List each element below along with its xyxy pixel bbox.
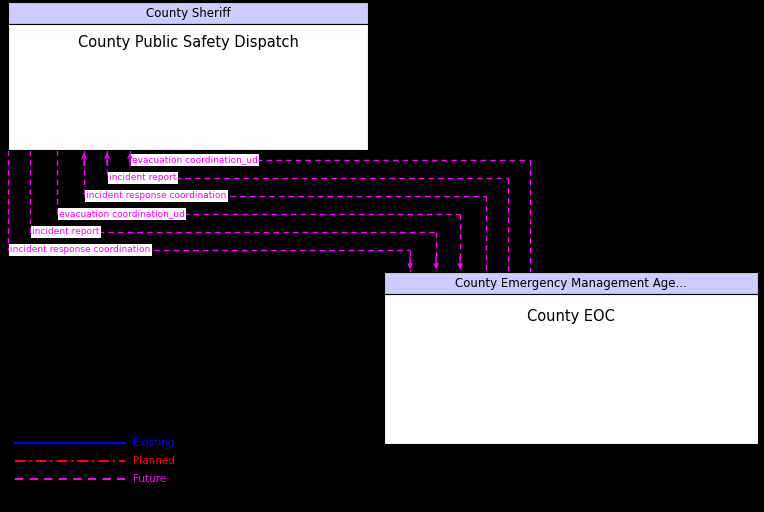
- Bar: [8, 2, 368, 24]
- Text: evacuation coordination_ud: evacuation coordination_ud: [132, 156, 258, 164]
- Text: Planned: Planned: [133, 456, 175, 466]
- Text: Existing: Existing: [133, 438, 174, 448]
- Text: County Sheriff: County Sheriff: [146, 7, 230, 19]
- Text: incident response coordination: incident response coordination: [10, 245, 151, 254]
- Text: incident report: incident report: [32, 227, 99, 237]
- Text: County Emergency Management Age...: County Emergency Management Age...: [455, 276, 687, 289]
- Text: County EOC: County EOC: [527, 309, 615, 324]
- Text: County Public Safety Dispatch: County Public Safety Dispatch: [78, 35, 299, 50]
- Text: evacuation coordination_ud: evacuation coordination_ud: [59, 209, 185, 219]
- Text: incident response coordination: incident response coordination: [86, 191, 226, 201]
- Bar: [384, 294, 758, 444]
- Text: Future: Future: [133, 474, 166, 484]
- Text: incident report: incident report: [109, 174, 176, 182]
- Bar: [8, 24, 368, 150]
- Bar: [384, 272, 758, 294]
